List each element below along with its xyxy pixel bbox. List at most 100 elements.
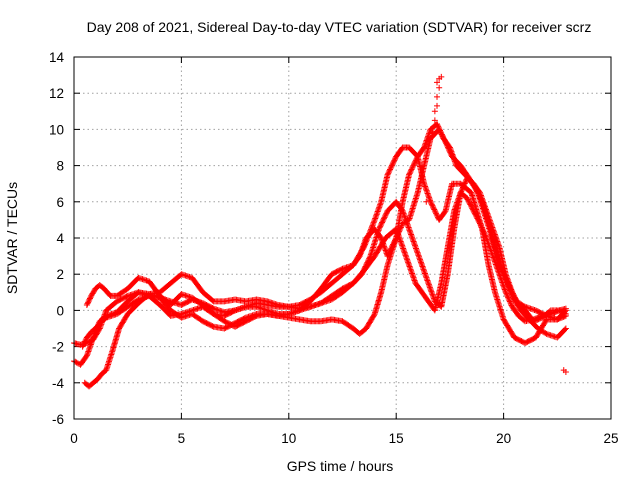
point-track-c — [439, 132, 446, 139]
point-track-a — [431, 207, 438, 214]
point-track-e — [467, 202, 474, 209]
point-track-d — [513, 296, 520, 303]
point-track-d — [382, 213, 389, 220]
point-track-e — [474, 215, 481, 222]
y-tick-label: 10 — [49, 122, 64, 137]
point-track-d — [376, 225, 383, 232]
point-track-e — [464, 195, 471, 202]
point-track-b — [412, 157, 419, 164]
point-track-e — [472, 211, 479, 218]
point-track-b — [410, 161, 417, 168]
point-outliers — [431, 117, 438, 124]
point-outliers — [429, 128, 436, 135]
point-track-b — [410, 162, 417, 169]
point-track-d — [379, 219, 386, 226]
point-track-e — [504, 293, 511, 300]
point-track-e — [505, 295, 512, 302]
point-track-b — [434, 120, 441, 127]
point-track-a — [441, 208, 448, 215]
point-track-e — [561, 310, 568, 317]
point-track-c — [444, 143, 451, 150]
point-track-c — [371, 312, 378, 319]
point-track-a — [432, 209, 439, 216]
x-tick-label: 10 — [281, 431, 296, 446]
point-track-d — [209, 323, 216, 330]
point-outliers — [434, 79, 441, 86]
point-track-d — [462, 179, 469, 186]
point-track-e — [470, 207, 477, 214]
point-track-c — [397, 224, 404, 231]
y-tick-label: -4 — [52, 376, 64, 391]
point-track-e — [480, 228, 487, 235]
point-track-c — [444, 144, 451, 151]
point-track-c — [562, 325, 569, 332]
point-track-e — [506, 298, 513, 305]
point-track-e — [481, 231, 488, 238]
point-track-b — [338, 266, 345, 273]
point-track-c — [446, 148, 453, 155]
point-track-d — [459, 185, 466, 192]
point-track-d — [476, 188, 483, 195]
point-track-a — [430, 203, 437, 210]
point-track-b — [407, 167, 414, 174]
point-track-a — [387, 165, 394, 172]
point-track-c — [441, 136, 448, 143]
point-track-a — [428, 201, 435, 208]
point-track-c — [437, 128, 444, 135]
point-track-b — [377, 233, 384, 240]
point-track-c — [442, 139, 449, 146]
point-track-c — [83, 353, 90, 360]
point-track-e — [473, 214, 480, 221]
point-track-e — [478, 224, 485, 231]
point-track-c — [441, 137, 448, 144]
point-track-e — [562, 311, 569, 318]
point-track-c — [436, 126, 443, 133]
point-outliers — [434, 102, 441, 109]
point-outliers — [434, 93, 441, 100]
point-track-e — [475, 216, 482, 223]
point-track-e — [503, 290, 510, 297]
point-track-d — [511, 293, 518, 300]
point-track-e — [467, 201, 474, 208]
point-outliers — [436, 84, 443, 91]
point-track-b — [86, 295, 93, 302]
point-track-d — [377, 222, 384, 229]
point-track-e — [82, 337, 89, 344]
point-track-b — [408, 166, 415, 173]
point-track-a — [433, 210, 440, 217]
point-track-e — [475, 217, 482, 224]
point-track-b — [83, 301, 90, 308]
point-track-e — [477, 221, 484, 228]
y-tick-label: 2 — [56, 267, 64, 282]
point-track-c — [443, 140, 450, 147]
point-track-c — [73, 359, 80, 366]
point-track-a — [429, 202, 436, 209]
point-track-e — [502, 289, 509, 296]
point-outliers — [562, 368, 569, 375]
point-track-a — [389, 161, 396, 168]
point-track-b — [407, 169, 414, 176]
point-outliers — [436, 300, 443, 307]
point-track-e — [482, 232, 489, 239]
point-track-e — [471, 209, 478, 216]
point-track-e — [82, 338, 89, 345]
point-track-e — [80, 342, 87, 349]
point-track-e — [479, 225, 486, 232]
point-track-a — [123, 293, 130, 300]
point-track-e — [473, 212, 480, 219]
point-track-e — [79, 343, 86, 350]
point-track-a — [386, 167, 393, 174]
point-track-d — [460, 183, 467, 190]
point-track-e — [556, 307, 563, 314]
point-track-c — [90, 334, 97, 341]
point-track-a — [391, 156, 398, 163]
point-track-d — [510, 291, 517, 298]
point-track-a — [391, 157, 398, 164]
point-track-a — [388, 162, 395, 169]
x-axis-label: GPS time / hours — [287, 458, 394, 474]
point-track-c — [91, 331, 98, 338]
point-track-a — [387, 166, 394, 173]
x-tick-label: 20 — [496, 431, 511, 446]
point-track-e — [464, 196, 471, 203]
